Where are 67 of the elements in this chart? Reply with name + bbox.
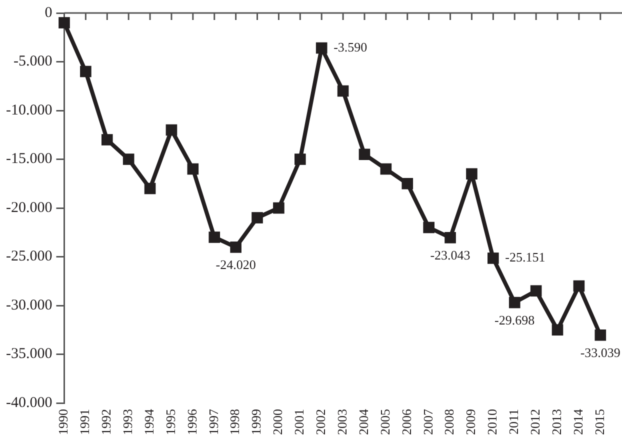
point (252, 212, 263, 224)
point (444, 232, 456, 244)
data-label: -33.039 (580, 345, 620, 360)
x-tick-label: 1994 (141, 408, 156, 435)
x-tick-label: 1991 (77, 409, 92, 435)
y-tick-label: -35.000 (6, 346, 52, 362)
y-tick-label: 0 (44, 4, 52, 21)
data-label: -23.043 (430, 248, 470, 263)
x-tick-label: 2011 (506, 409, 522, 435)
point (380, 163, 392, 175)
x-tick-label: 2005 (377, 409, 392, 435)
point (122, 154, 134, 165)
data-label: -3.590 (334, 39, 368, 54)
point (594, 329, 606, 341)
y-tick-label: -30.000 (6, 297, 52, 314)
x-tick-label: 2015 (592, 409, 607, 435)
x-tick-label: 2000 (270, 409, 286, 435)
point (58, 17, 70, 28)
point (144, 182, 156, 194)
point (230, 242, 242, 253)
x-tick-label: 1999 (248, 409, 264, 435)
x-tick-label: 1995 (162, 409, 178, 435)
point (273, 202, 284, 214)
x-tick-label: 1997 (206, 408, 221, 435)
x-tick-label: 1990 (56, 409, 71, 435)
point (337, 85, 349, 97)
x-tick-label: 2008 (442, 409, 457, 435)
data-label: -24.020 (216, 257, 256, 272)
x-tick-label: 2009 (463, 409, 478, 435)
point (187, 163, 199, 175)
x-tick-label: 2002 (313, 409, 328, 435)
point (466, 168, 478, 180)
point (423, 222, 434, 234)
point (316, 42, 328, 54)
x-tick-label: 1998 (227, 409, 242, 435)
point (166, 124, 178, 136)
x-tick-label: 2013 (548, 409, 564, 435)
point (294, 154, 306, 165)
point (573, 280, 585, 292)
y-tick-label: -15.000 (6, 151, 52, 168)
point (80, 66, 92, 78)
point (488, 252, 499, 264)
x-tick-label: 2014 (570, 408, 586, 435)
y-tick-label: -5.000 (13, 54, 52, 70)
x-tick-label: 2010 (484, 409, 500, 435)
point (552, 324, 564, 336)
point (358, 148, 370, 160)
x-tick-label: 1992 (98, 409, 114, 435)
y-tick-label: -20.000 (6, 200, 52, 216)
data-label: -25.151 (505, 250, 546, 265)
x-tick-label: 2007 (420, 408, 436, 435)
x-tick-label: 2004 (356, 408, 371, 435)
x-tick-label: 2001 (292, 409, 307, 435)
y-tick-label: -10.000 (6, 102, 52, 118)
x-tick-label: 1996 (184, 408, 200, 435)
point (402, 178, 414, 190)
point (101, 134, 113, 146)
y-tick-label: -40.000 (6, 394, 52, 411)
y-tick-label: -25.000 (6, 248, 52, 265)
data-label: -29.698 (494, 312, 535, 328)
x-tick-label: 2003 (334, 409, 350, 435)
x-tick-label: 2012 (527, 409, 542, 435)
point (508, 296, 520, 308)
point (208, 232, 220, 243)
point (530, 285, 542, 297)
x-tick-label: 2006 (398, 408, 414, 435)
x-tick-label: 1993 (120, 409, 136, 435)
